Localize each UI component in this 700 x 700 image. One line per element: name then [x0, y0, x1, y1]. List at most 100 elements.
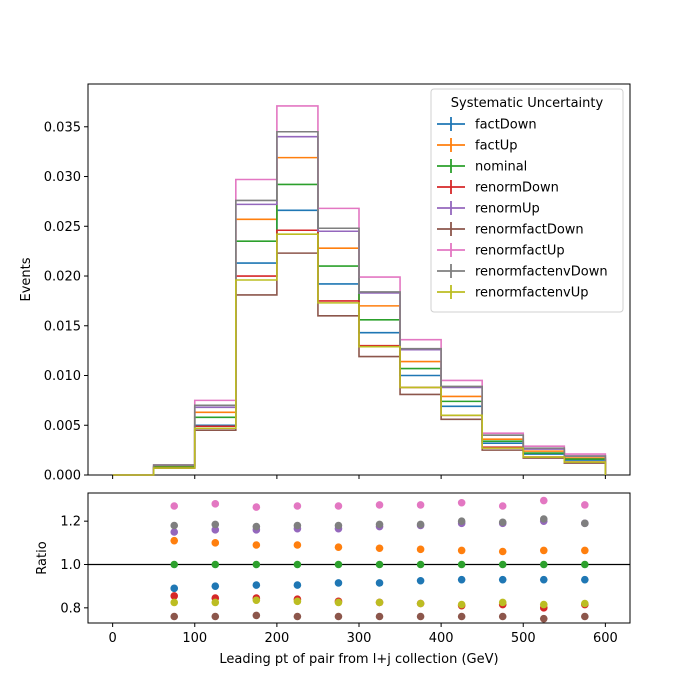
top-y-tick-label: 0.020	[44, 270, 81, 285]
legend-item-nominal: nominal	[437, 159, 527, 175]
bottom-y-axis-label: Ratio	[35, 541, 50, 574]
ratio-point-factUp	[581, 546, 589, 555]
ratio-point-renormfactDown	[498, 612, 507, 621]
ratio-point-factDown	[498, 575, 507, 584]
ratio-point-renormfactDown	[457, 612, 466, 621]
legend-item-renormfactenvUp: renormfactenvUp	[437, 285, 589, 301]
legend-item-factUp: factUp	[437, 138, 518, 154]
ratio-point-renormUp	[170, 528, 179, 536]
bottom-y-axis-ticks: 0.8 1.0 1.2	[60, 515, 88, 616]
x-tick-label: 600	[593, 631, 618, 646]
legend-label: renormfactenvDown	[475, 265, 608, 280]
ratio-point-nominal	[252, 560, 261, 569]
ratio-point-renormfactenvUp	[457, 600, 466, 609]
legend-item-renormfactUp: renormfactUp	[437, 243, 565, 259]
legend-item-renormfactenvDown: renormfactenvDown	[437, 264, 608, 280]
top-y-tick-label: 0.025	[44, 220, 81, 235]
ratio-point-factUp	[416, 545, 425, 554]
ratio-point-factDown	[334, 579, 343, 587]
ratio-point-factUp	[498, 547, 507, 556]
bottom-x-axis-ticks: 0 100 200 300 400 500 600	[108, 623, 618, 646]
ratio-point-renormfactUp	[581, 501, 589, 509]
ratio-point-factDown	[293, 581, 302, 589]
ratio-point-renormfactenvUp	[581, 599, 589, 608]
top-y-tick-label: 0.015	[44, 319, 81, 334]
ratio-point-renormfactUp	[334, 502, 343, 510]
top-y-axis-label: Events	[19, 257, 34, 301]
ratio-point-factUp	[334, 543, 343, 551]
ratio-point-factDown	[581, 575, 589, 584]
ratio-point-renormfactenvUp	[416, 599, 425, 608]
legend-box	[430, 88, 624, 313]
x-tick-label: 500	[511, 631, 536, 646]
bottom-y-tick-label: 1.2	[60, 515, 81, 530]
legend-label: renormfactDown	[475, 223, 584, 238]
ratio-point-factDown	[457, 575, 466, 584]
ratio-point-renormfactenvDown	[293, 521, 302, 530]
ratio-point-renormfactenvDown	[252, 522, 261, 531]
ratio-point-renormfactUp	[416, 501, 425, 509]
ratio-point-nominal	[498, 560, 507, 569]
ratio-point-renormfactDown	[539, 614, 548, 623]
ratio-point-nominal	[211, 560, 220, 569]
ratio-point-renormfactDown	[170, 612, 179, 621]
ratio-point-renormfactUp	[293, 502, 302, 510]
ratio-point-factUp	[539, 546, 548, 555]
ratio-point-factDown	[416, 576, 425, 585]
top-y-tick-label: 0.010	[44, 369, 81, 384]
ratio-point-renormfactUp	[170, 502, 179, 510]
ratio-point-nominal	[539, 560, 548, 569]
ratio-point-nominal	[416, 560, 425, 569]
top-y-tick-label: 0.005	[44, 419, 81, 434]
ratio-point-renormfactenvUp	[170, 598, 179, 607]
ratio-point-renormfactUp	[457, 498, 466, 507]
top-y-tick-label: 0.030	[44, 170, 81, 185]
ratio-point-factDown	[252, 581, 261, 589]
legend-label: renormfactUp	[475, 244, 565, 259]
x-axis-label: Leading pt of pair from l+j collection (…	[219, 652, 498, 667]
ratio-point-nominal	[375, 560, 384, 569]
ratio-point-renormfactDown	[334, 612, 343, 621]
ratio-point-renormfactDown	[416, 612, 425, 621]
x-tick-label: 200	[264, 631, 289, 646]
ratio-point-renormfactUp	[498, 502, 507, 510]
x-tick-label: 0	[108, 631, 116, 646]
ratio-point-renormfactenvDown	[375, 520, 384, 529]
legend-label: renormUp	[475, 202, 540, 217]
x-tick-label: 300	[347, 631, 372, 646]
legend-item-factDown: factDown	[437, 117, 537, 133]
top-panel: 0.000 0.005 0.010 0.015 0.020 0.025 0.030 0.035…	[19, 83, 631, 484]
ratio-point-renormfactenvUp	[498, 598, 507, 607]
ratio-point-renormfactenvDown	[457, 517, 466, 525]
ratio-point-renormfactDown	[581, 612, 589, 621]
ratio-point-factUp	[293, 541, 302, 549]
legend-item-renormfactDown: renormfactDown	[437, 222, 584, 238]
ratio-point-renormfactenvUp	[375, 598, 384, 607]
top-y-tick-label: 0.000	[44, 469, 81, 484]
legend-label: nominal	[475, 160, 527, 175]
ratio-point-nominal	[334, 560, 343, 569]
ratio-point-renormfactDown	[375, 612, 384, 621]
bottom-y-tick-label: 0.8	[60, 601, 81, 616]
legend-label: renormDown	[475, 181, 559, 196]
legend-label: factUp	[475, 139, 518, 154]
ratio-point-nominal	[170, 560, 179, 569]
ratio-point-nominal	[293, 560, 302, 569]
ratio-point-renormfactenvUp	[252, 596, 261, 605]
ratio-point-factDown	[375, 579, 384, 587]
ratio-point-renormUp	[211, 526, 220, 534]
ratio-point-nominal	[457, 560, 466, 569]
ratio-point-renormfactenvUp	[211, 598, 220, 607]
ratio-point-factDown	[211, 582, 220, 590]
legend-label: factDown	[475, 118, 537, 133]
ratio-point-renormfactenvDown	[498, 518, 507, 527]
top-y-tick-label: 0.035	[44, 120, 81, 135]
ratio-point-renormfactenvUp	[293, 597, 302, 606]
ratio-point-renormfactDown	[293, 612, 302, 621]
ratio-point-renormfactDown	[211, 612, 220, 621]
legend-title: Systematic Uncertainty	[451, 96, 604, 111]
step-line-renormfactenvUp	[112, 233, 607, 476]
ratio-point-renormfactenvDown	[170, 521, 179, 530]
ratio-point-renormfactUp	[252, 503, 261, 511]
ratio-point-renormfactenvUp	[334, 598, 343, 607]
